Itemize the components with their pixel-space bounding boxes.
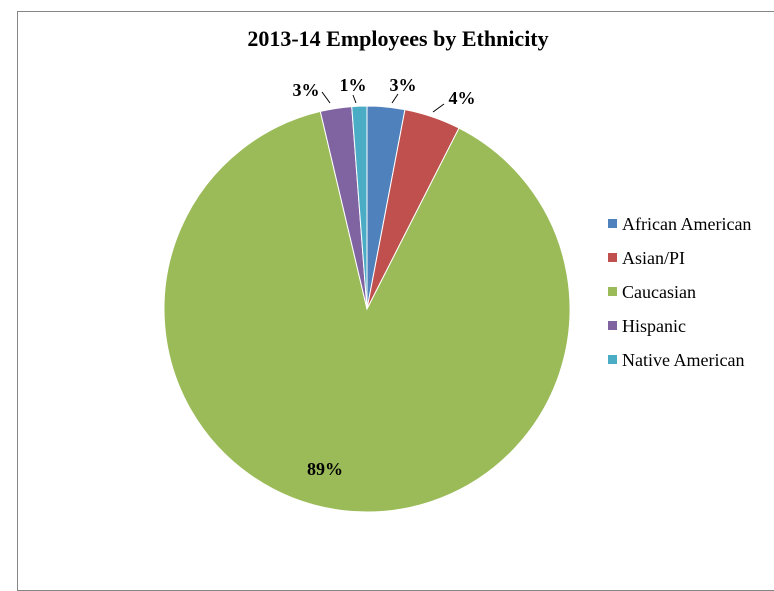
data-label: 1%: [340, 75, 367, 95]
data-label: 3%: [390, 75, 417, 95]
legend-label: Caucasian: [622, 282, 696, 302]
legend-swatch: [608, 321, 617, 330]
legend-label: African American: [622, 214, 751, 234]
legend-label: Asian/PI: [622, 248, 685, 268]
pie-slice-caucasian: [163, 110, 571, 513]
legend-swatch: [608, 355, 617, 364]
pie-slices: [163, 105, 571, 513]
chart-title: 2013-14 Employees by Ethnicity: [247, 26, 548, 51]
data-labels: 3% 4% 89% 3% 1%: [293, 75, 476, 479]
data-label: 89%: [307, 459, 343, 479]
legend: African American Asian/PI Caucasian Hispani…: [608, 214, 751, 370]
legend-swatch: [608, 253, 617, 262]
leader-line: [352, 94, 357, 104]
legend-swatch: [608, 287, 617, 296]
leader-line: [432, 103, 445, 113]
leader-line: [391, 93, 399, 104]
legend-label: Native American: [622, 350, 744, 370]
data-label: 4%: [449, 88, 476, 108]
legend-swatch: [608, 219, 617, 228]
pie-slice-native-american: [351, 105, 368, 310]
data-label: 3%: [293, 80, 320, 100]
pie-chart: 2013-14 Employees by Ethnicity 3%4%89%3%…: [163, 26, 751, 513]
legend-label: Hispanic: [622, 316, 686, 336]
leader-line: [321, 91, 331, 104]
